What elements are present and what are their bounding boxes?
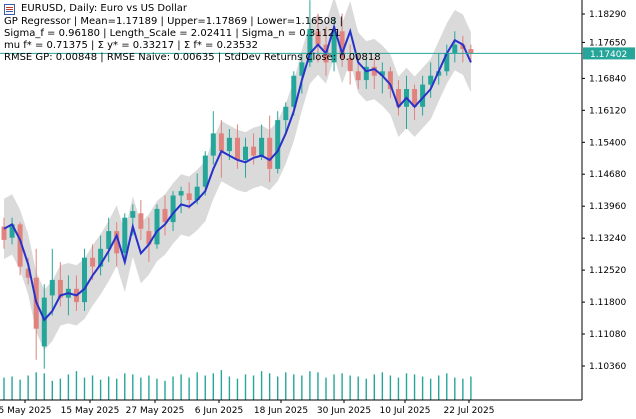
time-axis-label: 10 Jul 2025 <box>380 406 431 416</box>
candle-body <box>331 31 337 63</box>
candle-body <box>17 224 23 267</box>
price-axis-label: 1.18290 <box>589 10 626 20</box>
price-axis-label: 1.12520 <box>589 266 626 276</box>
candle-body <box>396 89 401 107</box>
candle-body <box>339 31 345 58</box>
time-axis-label: 18 Jun 2025 <box>254 406 308 416</box>
price-axis-label: 1.16120 <box>589 106 626 116</box>
price-tag-label: 1.17402 <box>590 50 627 60</box>
candle-body <box>106 231 112 249</box>
candle-body <box>235 137 240 160</box>
candle-body <box>25 268 31 278</box>
time-axis: 5 May 2025 15 May 2025 27 May 2025 6 Jun 20… <box>0 399 582 416</box>
candle-body <box>355 71 361 81</box>
time-axis-label: 30 Jun 2025 <box>317 406 371 416</box>
gp-band-area <box>4 0 471 350</box>
time-axis-label: 15 May 2025 <box>61 406 120 416</box>
candle-body <box>210 133 216 156</box>
price-axis-label: 1.11800 <box>589 298 626 308</box>
candle-body <box>9 224 15 238</box>
candle-body <box>315 31 321 45</box>
candle-body <box>1 226 7 240</box>
price-axis-label: 1.13960 <box>589 202 626 212</box>
candle-body <box>468 49 474 54</box>
candle-body <box>379 71 385 76</box>
price-tag <box>583 47 635 60</box>
gp-mean-line <box>3 23 472 322</box>
candle-body <box>218 133 224 152</box>
candle-body <box>259 137 265 156</box>
price-axis-label: 1.15400 <box>589 138 626 148</box>
gp-confidence-band <box>4 0 471 350</box>
current-price-line: 1.17402 <box>0 47 635 60</box>
candle-body <box>194 186 200 200</box>
price-axis-label: 1.16840 <box>589 74 626 84</box>
candle-body <box>41 297 47 347</box>
time-axis-label: 5 May 2025 <box>0 406 51 416</box>
candle-body <box>178 191 184 196</box>
price-axis-label: 1.14680 <box>589 170 626 180</box>
candle-body <box>243 146 248 160</box>
candle-body <box>170 195 176 223</box>
candle-body <box>82 257 87 303</box>
candle-body <box>387 71 393 90</box>
price-axis-label: 1.17650 <box>589 38 626 48</box>
candle-body <box>49 279 55 296</box>
candle-body <box>283 106 289 121</box>
candle-body <box>122 217 128 254</box>
candle-body <box>130 211 136 218</box>
candle-body <box>226 137 232 152</box>
candle-body <box>275 120 281 169</box>
candle-body <box>114 231 120 254</box>
price-axis-label: 1.11080 <box>589 330 626 340</box>
candle-body <box>291 75 297 107</box>
candle-body <box>146 231 152 245</box>
gp-mean-series <box>3 23 472 322</box>
time-axis-label: 27 May 2025 <box>126 406 185 416</box>
candle-body <box>428 75 434 85</box>
candle-body <box>347 57 353 72</box>
candle-body <box>307 29 313 63</box>
candle-body <box>98 248 104 267</box>
candle-body <box>202 155 208 187</box>
candle-body <box>363 66 369 81</box>
candle-body <box>90 257 96 267</box>
time-axis-label: 6 Jun 2025 <box>195 406 243 416</box>
candle-body <box>186 193 192 200</box>
candle-body <box>452 44 458 54</box>
candle-body <box>251 146 257 156</box>
candle-body <box>444 53 450 72</box>
candle-body <box>138 213 144 229</box>
candle-body <box>154 208 160 245</box>
candle-body <box>420 84 426 107</box>
candle-body <box>267 137 273 169</box>
price-axis-label: 1.10360 <box>589 362 626 372</box>
time-axis-label: 22 Jul 2025 <box>444 406 495 416</box>
candle-body <box>57 279 63 298</box>
candle-body <box>371 66 377 76</box>
candle-body <box>299 62 305 76</box>
volume-bars <box>3 370 472 400</box>
price-axis-label: 1.13240 <box>589 234 626 244</box>
candle-body <box>412 89 418 107</box>
price-axis: 1.18290 1.17650 1.16840 1.16120 1.15400 1.146… <box>581 0 626 400</box>
candle-body <box>162 208 168 223</box>
